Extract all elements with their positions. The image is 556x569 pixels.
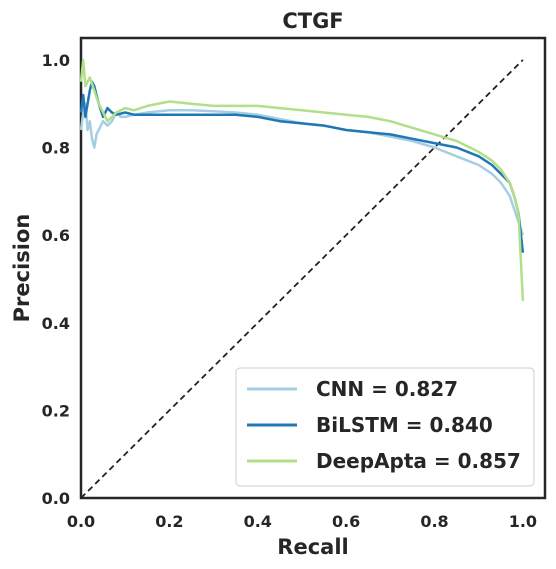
plot-frame <box>79 36 547 500</box>
y-tick-label: 0.2 <box>42 401 70 420</box>
series-line-2 <box>79 58 525 301</box>
legend-box <box>235 367 535 487</box>
legend-label-2: DeepApta = 0.857 <box>316 449 521 473</box>
y-tick-label: 0.0 <box>42 489 70 508</box>
y-tick-label: 0.8 <box>42 139 70 158</box>
chart-title: CTGF <box>282 9 343 33</box>
series-line-1 <box>79 80 525 253</box>
x-axis-ticks: 0.0 0.2 0.4 0.6 0.8 1.0 <box>67 512 537 531</box>
legend-label-0: CNN = 0.827 <box>316 377 458 401</box>
series-layer <box>79 58 525 301</box>
legend: CNN = 0.827 BiLSTM = 0.840 DeepApta = 0.85… <box>235 367 535 487</box>
series-line-0 <box>79 102 525 236</box>
x-tick-label: 0.8 <box>420 512 448 531</box>
y-tick-label: 0.4 <box>42 314 70 333</box>
x-tick-label: 0.0 <box>67 512 95 531</box>
x-axis-label: Recall <box>277 535 348 559</box>
diagonal-reference-line <box>80 59 524 499</box>
x-tick-label: 0.2 <box>155 512 183 531</box>
y-axis-label: Precision <box>10 214 34 323</box>
baseline-layer <box>80 59 524 499</box>
x-tick-label: 0.4 <box>244 512 272 531</box>
y-axis-ticks: 0.0 0.2 0.4 0.6 0.8 1.0 <box>42 51 70 508</box>
y-tick-label: 0.6 <box>42 226 70 245</box>
y-tick-label: 1.0 <box>42 51 70 70</box>
legend-label-1: BiLSTM = 0.840 <box>316 413 493 437</box>
x-tick-label: 0.6 <box>332 512 360 531</box>
x-tick-label: 1.0 <box>509 512 537 531</box>
